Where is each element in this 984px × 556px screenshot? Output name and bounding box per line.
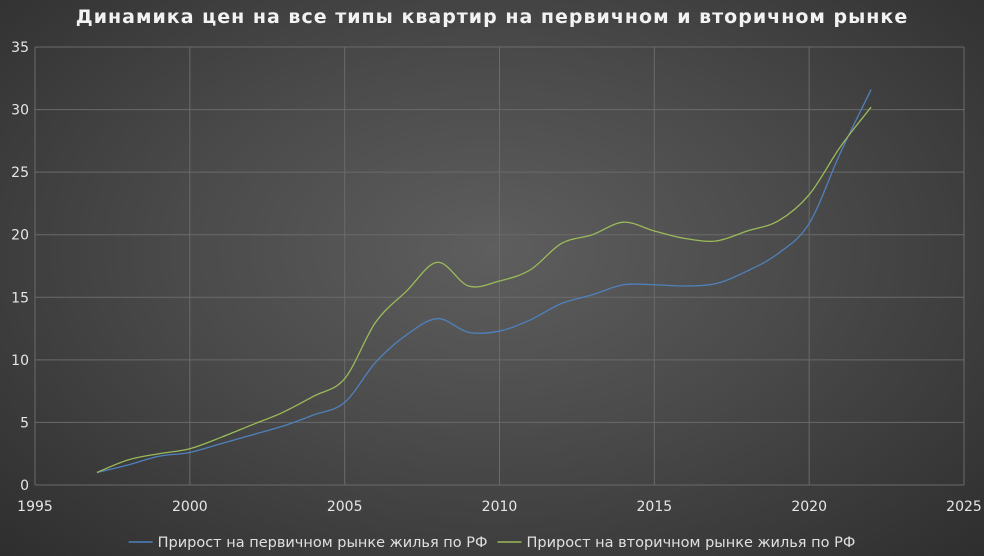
x-tick-label: 1995 [17,499,53,515]
y-tick-label: 5 [20,415,29,431]
y-axis: 0 5 10 15 20 25 30 35 [11,40,29,494]
series-layer [96,89,872,474]
x-tick-label: 2025 [946,499,982,515]
y-tick-label: 20 [11,228,29,244]
y-tick-label: 35 [11,40,29,56]
x-tick-label: 2010 [482,499,518,515]
x-tick-label: 2005 [327,499,363,515]
x-tick-label: 2020 [791,499,827,515]
y-tick-label: 0 [20,478,29,494]
y-tick-label: 10 [11,353,29,369]
gridlines [34,46,965,486]
x-axis: 1995 2000 2005 2010 2015 2020 2025 [17,499,982,515]
y-tick-label: 25 [11,165,29,181]
legend: Прирост на первичном рынке жилья по РФ Пр… [128,535,856,551]
series-line-primary-market [96,89,872,474]
x-tick-label: 2000 [172,499,208,515]
legend-label: Прирост на вторичном рынке жилья по РФ [527,535,856,551]
legend-item: Прирост на вторичном рынке жилья по РФ [497,535,856,551]
y-tick-label: 30 [11,103,29,119]
x-tick-label: 2015 [637,499,673,515]
legend-item: Прирост на первичном рынке жилья по РФ [128,535,488,551]
y-tick-label: 15 [11,290,29,306]
series-line-secondary-market [96,106,872,474]
legend-label: Прирост на первичном рынке жилья по РФ [158,535,488,551]
chart-title: Динамика цен на все типы квартир на перв… [75,6,909,28]
